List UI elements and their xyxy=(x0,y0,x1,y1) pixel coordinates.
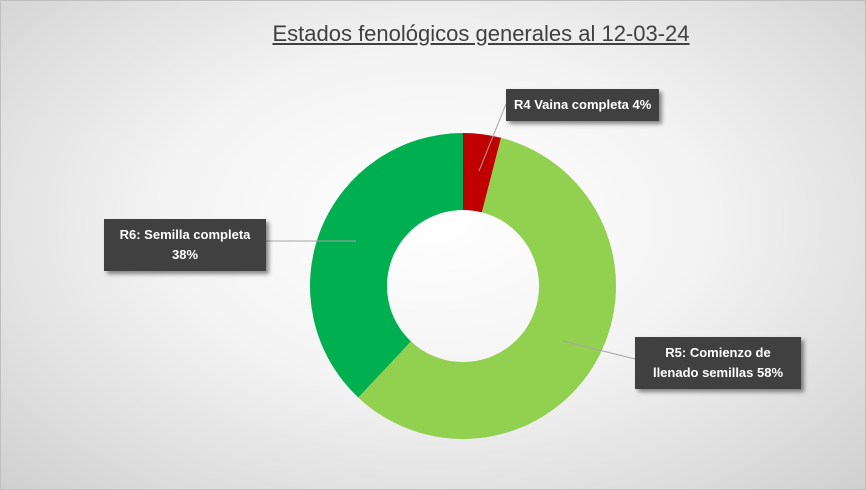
data-label: R6: Semilla completa 38% xyxy=(104,219,266,271)
label-value: 58% xyxy=(757,365,784,380)
leader-line xyxy=(478,103,507,172)
label-category: R6: Semilla completa xyxy=(119,227,251,242)
label-category: R5: Comienzo de llenado semillas xyxy=(652,345,771,380)
slice xyxy=(310,133,463,398)
leader-line xyxy=(562,340,636,360)
label-value: 38% xyxy=(171,247,199,262)
data-label: R4 Vaina completa 4% xyxy=(506,89,660,121)
slice xyxy=(358,137,616,440)
slice xyxy=(463,133,502,213)
chart-title: Estados fenológicos generales al 12-03-2… xyxy=(272,21,690,46)
label-value: 4% xyxy=(632,97,652,112)
data-label: R5: Comienzo de llenado semillas 58% xyxy=(635,337,801,389)
label-category: R4 Vaina completa xyxy=(514,97,629,112)
